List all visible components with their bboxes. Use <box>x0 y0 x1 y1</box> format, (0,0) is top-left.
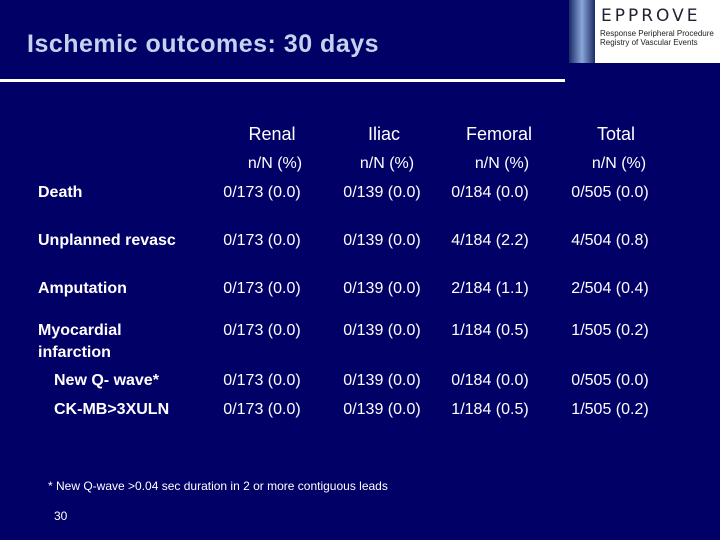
page-number: 30 <box>54 509 68 523</box>
table-cell: 0/173 (0.0) <box>223 322 301 339</box>
column-subheader: n/N (%) <box>359 155 415 172</box>
row-label: Death <box>38 184 83 201</box>
logo: EPPROVE Response Peripheral Procedure Re… <box>569 0 720 63</box>
row-label: Unplanned revasc <box>38 232 176 249</box>
table-cell: 0/139 (0.0) <box>343 401 421 418</box>
row-label: New Q- wave* <box>54 372 159 389</box>
row-label: Amputation <box>38 280 127 297</box>
table-cell: 0/139 (0.0) <box>343 184 421 201</box>
column-header: Renal <box>248 124 296 144</box>
table-cell: 4/504 (0.8) <box>571 232 649 249</box>
footnote: * New Q-wave >0.04 sec duration in 2 or … <box>48 479 388 493</box>
table-cell: 0/173 (0.0) <box>223 232 301 249</box>
table-cell: 2/184 (1.1) <box>451 280 529 297</box>
column-subheader: n/N (%) <box>247 155 303 172</box>
table-cell: 0/184 (0.0) <box>451 372 529 389</box>
table-cell: 1/184 (0.5) <box>451 401 529 418</box>
logo-subtitle: Response Peripheral Procedure Registry o… <box>600 29 714 47</box>
logo-name: EPPROVE <box>601 6 701 26</box>
table-cell: 0/173 (0.0) <box>223 372 301 389</box>
table-cell: 2/504 (0.4) <box>571 280 649 297</box>
column-header: Femoral <box>465 124 533 144</box>
table-cell: 0/173 (0.0) <box>223 280 301 297</box>
table-cell: 0/139 (0.0) <box>343 372 421 389</box>
row-label: Myocardial <box>38 322 122 339</box>
table-cell: 1/184 (0.5) <box>451 322 529 339</box>
table-cell: 0/173 (0.0) <box>223 401 301 418</box>
column-subheader: n/N (%) <box>591 155 647 172</box>
table-cell: 1/505 (0.2) <box>571 401 649 418</box>
table-cell: 0/505 (0.0) <box>571 372 649 389</box>
title-divider <box>0 79 565 82</box>
row-label-line2: infarction <box>38 344 111 361</box>
table-cell: 0/139 (0.0) <box>343 232 421 249</box>
logo-image <box>569 0 595 63</box>
table-cell: 0/173 (0.0) <box>223 184 301 201</box>
column-subheader: n/N (%) <box>474 155 530 172</box>
table-cell: 1/505 (0.2) <box>571 322 649 339</box>
table-cell: 0/139 (0.0) <box>343 280 421 297</box>
slide-title: Ischemic outcomes: 30 days <box>27 30 380 58</box>
table-cell: 4/184 (2.2) <box>451 232 529 249</box>
table-cell: 0/184 (0.0) <box>451 184 529 201</box>
table-cell: 0/139 (0.0) <box>343 322 421 339</box>
table-cell: 0/505 (0.0) <box>571 184 649 201</box>
row-label: CK-MB>3XULN <box>54 401 170 418</box>
column-header: Total <box>596 124 636 144</box>
column-header: Iliac <box>367 124 401 144</box>
